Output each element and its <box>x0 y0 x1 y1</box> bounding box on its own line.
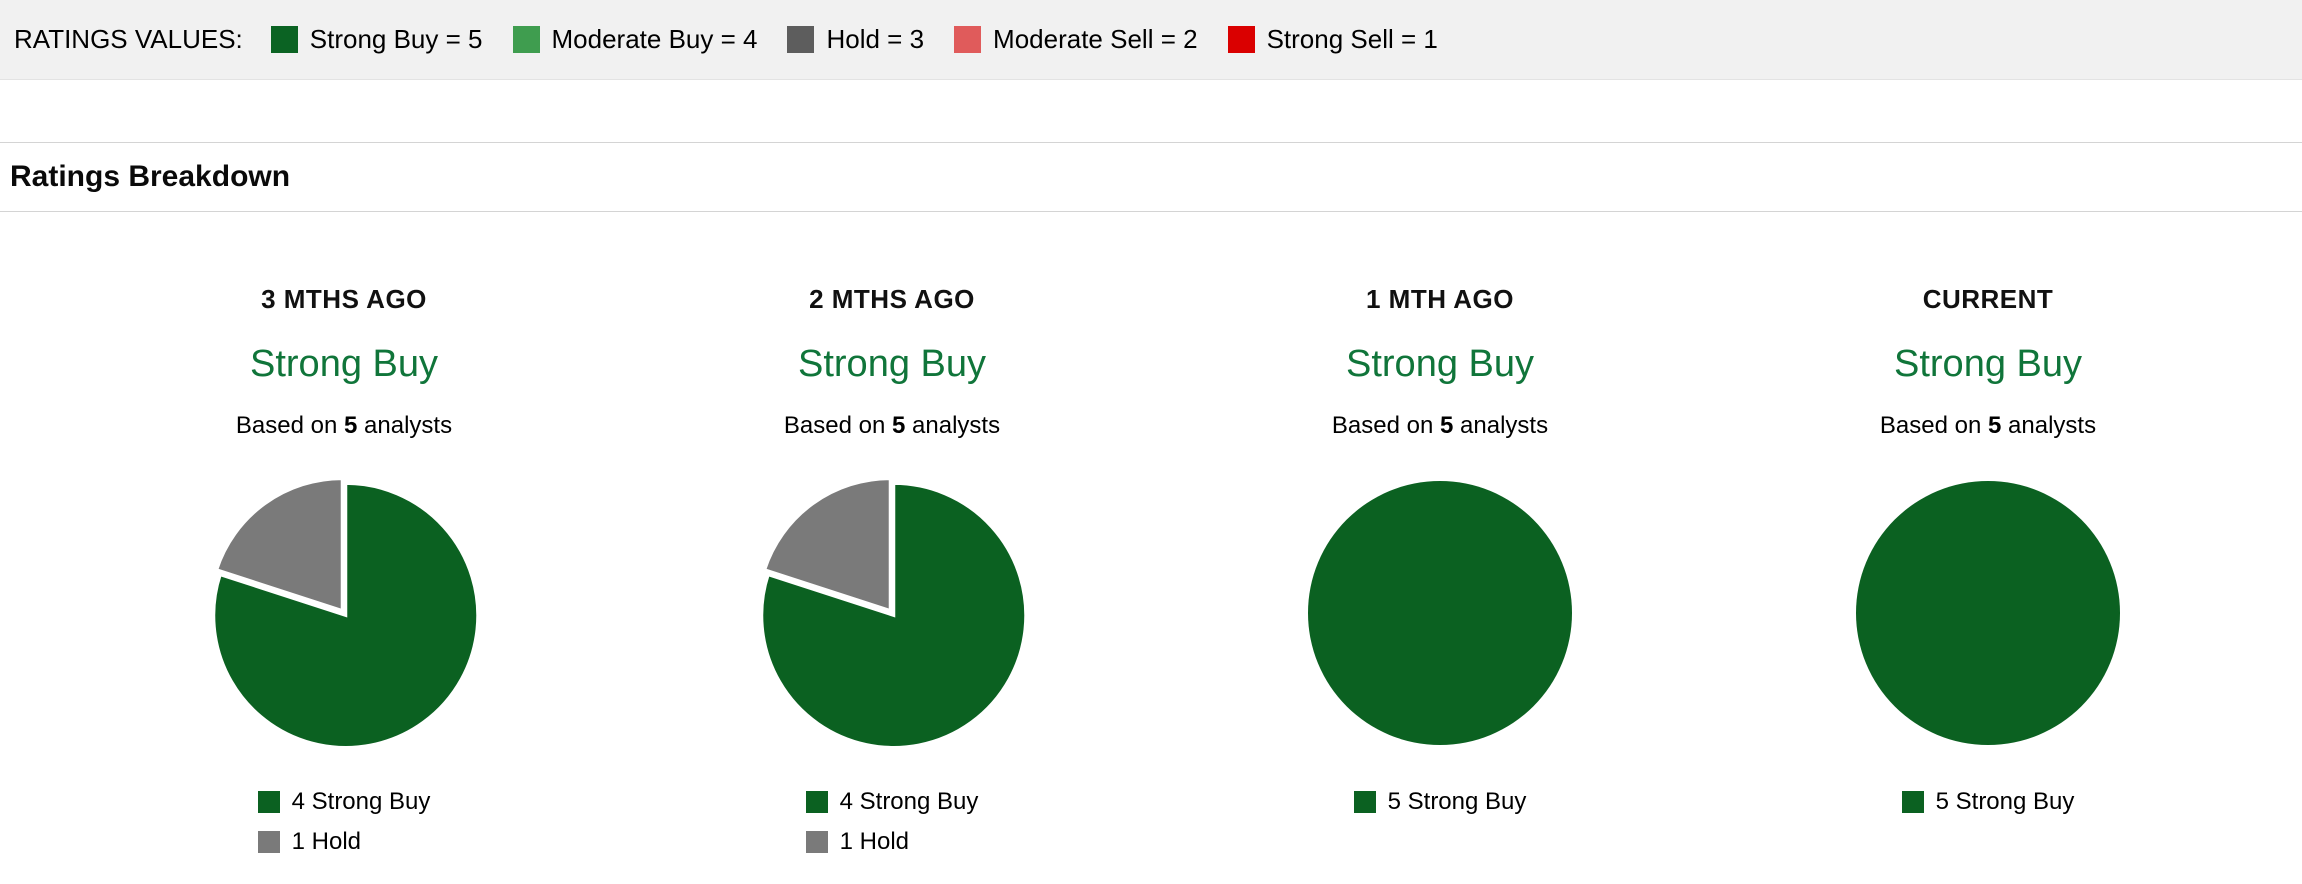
moderate-sell-swatch-icon <box>954 26 982 53</box>
hold-swatch-icon <box>787 26 815 53</box>
based-on-suffix: analysts <box>1453 412 1549 439</box>
pie-legend-swatch-icon <box>257 791 280 813</box>
pie-legend-row: 1 Hold <box>257 828 431 856</box>
ratings-values-label: RATINGS VALUES: <box>14 24 243 54</box>
pie-legend: 5 Strong Buy <box>1901 788 2075 828</box>
ratings-pie-chart <box>1714 476 2262 750</box>
strong-buy-swatch-icon <box>270 26 298 53</box>
pie-legend-label: 1 Hold <box>291 828 361 855</box>
based-on-prefix: Based on <box>235 412 344 439</box>
pie-legend: 4 Strong Buy 1 Hold <box>257 788 431 868</box>
consensus-rating: Strong Buy <box>798 343 986 385</box>
rating-column-1-mth-ago: 1 MTH AGO Strong Buy Based on 5 analysts… <box>1166 284 1714 868</box>
analyst-count: 5 <box>1440 412 1454 439</box>
moderate-buy-swatch-icon <box>512 26 540 53</box>
period-title: 3 MTHS AGO <box>261 284 427 314</box>
ratings-pie-chart <box>1166 476 1714 750</box>
pie-legend-label: 5 Strong Buy <box>1387 788 1527 815</box>
based-on-suffix: analysts <box>2001 412 2097 439</box>
pie-slice <box>1856 481 2120 745</box>
pie-slice <box>1308 481 1572 745</box>
period-title: 1 MTH AGO <box>1366 284 1514 314</box>
analyst-count-text: Based on 5 analysts <box>618 412 1166 440</box>
pie-legend-row: 4 Strong Buy <box>805 788 979 816</box>
pie-legend-row: 5 Strong Buy <box>1353 788 1527 816</box>
analyst-count-text: Based on 5 analysts <box>1714 412 2262 440</box>
legend-item-moderate-sell: Moderate Sell = 2 <box>954 24 1198 55</box>
rating-column-3-mths-ago: 3 MTHS AGO Strong Buy Based on 5 analyst… <box>70 284 618 868</box>
legend-label: Hold = 3 <box>826 24 925 54</box>
pie-legend-swatch-icon <box>1901 791 1924 813</box>
section-title: Ratings Breakdown <box>10 160 291 193</box>
pie-legend-label: 4 Strong Buy <box>839 788 979 815</box>
consensus-rating: Strong Buy <box>1894 343 2082 385</box>
legend-item-moderate-buy: Moderate Buy = 4 <box>512 24 758 55</box>
pie-svg <box>1308 481 1572 745</box>
based-on-prefix: Based on <box>1879 412 1988 439</box>
analyst-count: 5 <box>892 412 906 439</box>
strong-sell-swatch-icon <box>1227 26 1255 53</box>
pie-slice <box>760 481 1028 749</box>
pie-legend: 5 Strong Buy <box>1353 788 1527 828</box>
pie-svg <box>212 477 480 749</box>
period-title: 2 MTHS AGO <box>809 284 975 314</box>
ratings-columns: 3 MTHS AGO Strong Buy Based on 5 analyst… <box>0 284 2302 868</box>
analyst-count: 5 <box>1988 412 2002 439</box>
pie-legend-row: 4 Strong Buy <box>257 788 431 816</box>
pie-legend-swatch-icon <box>257 831 280 853</box>
analyst-count: 5 <box>344 412 358 439</box>
analyst-count-text: Based on 5 analysts <box>1166 412 1714 440</box>
legend-label: Strong Buy = 5 <box>309 24 483 54</box>
legend-label: Moderate Buy = 4 <box>551 24 758 54</box>
ratings-breakdown-header: Ratings Breakdown <box>0 142 2302 212</box>
pie-legend-row: 1 Hold <box>805 828 979 856</box>
ratings-pie-chart <box>70 476 618 750</box>
legend-label: Moderate Sell = 2 <box>993 24 1198 54</box>
pie-svg <box>1856 481 2120 745</box>
legend-item-strong-sell: Strong Sell = 1 <box>1227 24 1438 55</box>
consensus-rating: Strong Buy <box>250 343 438 385</box>
pie-legend-swatch-icon <box>805 831 828 853</box>
consensus-rating: Strong Buy <box>1346 343 1534 385</box>
ratings-pie-chart <box>618 476 1166 750</box>
pie-slice <box>212 481 480 749</box>
pie-svg <box>760 477 1028 749</box>
analyst-count-text: Based on 5 analysts <box>70 412 618 440</box>
based-on-suffix: analysts <box>905 412 1001 439</box>
legend-item-hold: Hold = 3 <box>787 24 924 55</box>
pie-slice <box>762 477 892 613</box>
based-on-prefix: Based on <box>783 412 892 439</box>
pie-legend-label: 4 Strong Buy <box>291 788 431 815</box>
pie-legend-row: 5 Strong Buy <box>1901 788 2075 816</box>
rating-column-2-mths-ago: 2 MTHS AGO Strong Buy Based on 5 analyst… <box>618 284 1166 868</box>
legend-item-strong-buy: Strong Buy = 5 <box>270 24 483 55</box>
period-title: CURRENT <box>1922 284 2054 314</box>
based-on-prefix: Based on <box>1331 412 1440 439</box>
pie-legend-label: 5 Strong Buy <box>1935 788 2075 815</box>
pie-legend-swatch-icon <box>805 791 828 813</box>
ratings-values-bar: RATINGS VALUES: Strong Buy = 5 Moderate … <box>0 0 2302 80</box>
based-on-suffix: analysts <box>357 412 453 439</box>
pie-legend-label: 1 Hold <box>839 828 909 855</box>
pie-slice <box>214 477 344 613</box>
legend-label: Strong Sell = 1 <box>1266 24 1438 54</box>
pie-legend: 4 Strong Buy 1 Hold <box>805 788 979 868</box>
rating-column-current: CURRENT Strong Buy Based on 5 analysts 5… <box>1714 284 2262 868</box>
pie-legend-swatch-icon <box>1353 791 1376 813</box>
